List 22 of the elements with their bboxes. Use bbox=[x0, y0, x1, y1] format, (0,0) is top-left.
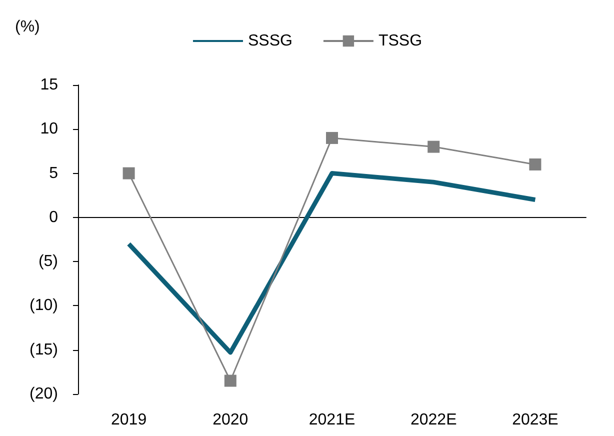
point bbox=[326, 132, 338, 144]
point bbox=[224, 374, 236, 387]
y-tick-label: (10) bbox=[30, 297, 58, 314]
point bbox=[122, 167, 135, 180]
y-tick-label: (5) bbox=[38, 253, 58, 270]
x-tick-label: 2020 bbox=[212, 412, 248, 428]
y-tick-label: 0 bbox=[49, 208, 58, 226]
x-tick-label: 2022E bbox=[410, 412, 457, 428]
y-tick-label: (20) bbox=[30, 386, 58, 402]
x-tick-label: 2021E bbox=[308, 412, 356, 428]
y-tick-label: (15) bbox=[30, 341, 58, 358]
point bbox=[529, 158, 542, 170]
legend-label: TSSG bbox=[378, 32, 422, 50]
y-tick-label: 10 bbox=[40, 120, 58, 138]
y-tick-label: 15 bbox=[40, 76, 58, 94]
line-series bbox=[126, 171, 538, 355]
x-tick-label: 2019 bbox=[111, 412, 147, 428]
y-tick-label: 5 bbox=[49, 164, 58, 182]
x-tick-label: 2023E bbox=[512, 412, 558, 428]
y-axis-title: (%) bbox=[15, 18, 40, 36]
legend-label: SSSG bbox=[248, 32, 292, 50]
point bbox=[428, 140, 440, 153]
